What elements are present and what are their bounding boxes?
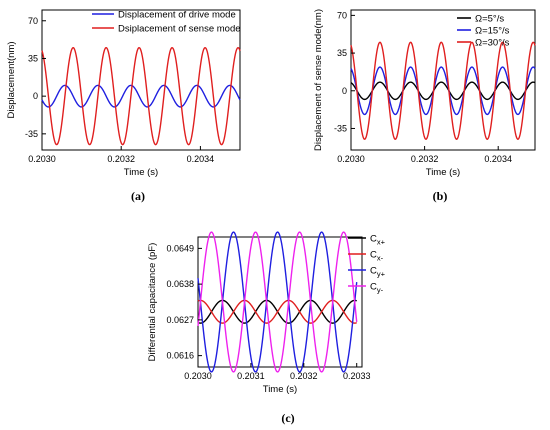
y-axis-label: Displacement(nm) bbox=[6, 41, 17, 118]
series-line-2 bbox=[41, 46, 241, 146]
legend-entry: Cx- bbox=[370, 250, 384, 263]
legend-entry: Cy+ bbox=[370, 266, 386, 279]
panel-label: (a) bbox=[131, 189, 145, 203]
series-line-1 bbox=[350, 81, 536, 101]
series-line-2 bbox=[350, 66, 536, 116]
chart-a: 0.2030 0.2032 0.2034 -35 0 35 70 Time (s) Displa… bbox=[6, 9, 241, 203]
legend: Ω=5°/sΩ=15°/sΩ=30°/s bbox=[457, 14, 510, 49]
x-tick-label: 0.2033 bbox=[343, 371, 371, 381]
x-tick-label: 0.2032 bbox=[290, 371, 318, 381]
x-tick-label: 0.2030 bbox=[184, 371, 212, 381]
y-tick-label: -35 bbox=[25, 129, 38, 139]
y-tick-label: 35 bbox=[337, 48, 347, 58]
panel-label: (b) bbox=[433, 189, 448, 203]
y-tick-label: 0.0616 bbox=[166, 351, 194, 361]
x-tick-label: 0.2030 bbox=[337, 154, 365, 164]
x-tick-label: 0.2031 bbox=[237, 371, 265, 381]
plot-frame bbox=[41, 9, 241, 151]
chart-b: 0.2030 0.2032 0.2034 -35 0 35 70 Time (s) Displa… bbox=[313, 9, 536, 203]
legend-entry: Ω=15°/s bbox=[475, 26, 510, 37]
y-axis-label: Displacement of sense mode(nm) bbox=[313, 9, 324, 151]
panel-label: (c) bbox=[281, 411, 294, 425]
y-tick-label: 35 bbox=[28, 53, 38, 63]
series-line-1 bbox=[41, 84, 241, 108]
x-tick-label: 0.2032 bbox=[107, 154, 135, 164]
legend-entry: Ω=30°/s bbox=[475, 38, 510, 49]
legend-entry: Cx+ bbox=[370, 234, 386, 247]
legend-entry: Dsiplacement of sense mode bbox=[118, 24, 241, 35]
y-tick-label: 70 bbox=[337, 10, 347, 20]
x-tick-label: 0.2030 bbox=[28, 154, 56, 164]
series-line-3 bbox=[197, 231, 358, 373]
y-tick-label: 0.0627 bbox=[166, 315, 194, 325]
y-tick-label: 0 bbox=[33, 91, 38, 101]
chart-c: 0.2030 0.2031 0.2032 0.2033 0.0616 0.0627 0.06… bbox=[147, 231, 386, 425]
legend-entry: Displacement of drive mode bbox=[118, 10, 236, 21]
legend: Displacement of drive mode Dsiplacement o… bbox=[92, 10, 241, 35]
y-tick-label: 0 bbox=[342, 86, 347, 96]
y-axis-label: Differential capacitance (pF) bbox=[147, 243, 158, 362]
series-line-4 bbox=[197, 231, 358, 373]
plot-frame bbox=[350, 9, 536, 151]
y-tick-label: 0.0649 bbox=[166, 243, 194, 253]
series-line-3 bbox=[350, 41, 536, 140]
x-tick-label: 0.2032 bbox=[411, 154, 439, 164]
legend: Cx+ Cx- Cy+ Cy- bbox=[348, 234, 386, 295]
y-tick-label: 0.0638 bbox=[166, 279, 194, 289]
x-axis-label: Time (s) bbox=[263, 384, 297, 395]
legend-entry: Ω=5°/s bbox=[475, 14, 504, 25]
x-axis-label: Time (s) bbox=[124, 167, 158, 178]
legend-entry: Cy- bbox=[370, 282, 384, 295]
y-tick-label: -35 bbox=[334, 123, 347, 133]
x-axis-label: Time (s) bbox=[426, 167, 460, 178]
x-tick-label: 0.2034 bbox=[187, 154, 215, 164]
y-tick-label: 70 bbox=[28, 16, 38, 26]
x-tick-label: 0.2034 bbox=[484, 154, 512, 164]
